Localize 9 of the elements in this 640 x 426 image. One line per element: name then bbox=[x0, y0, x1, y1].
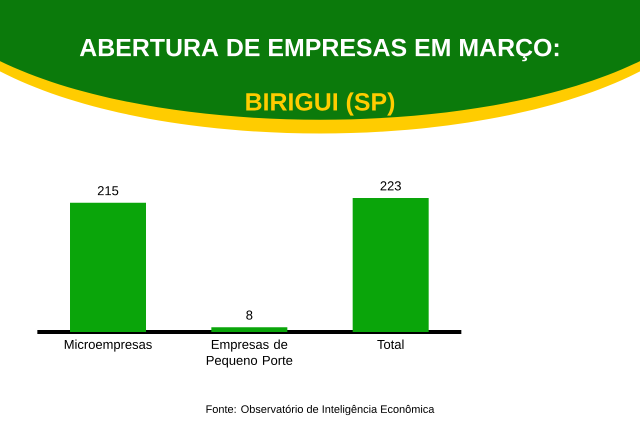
data-label: 223 bbox=[380, 181, 401, 190]
chart-title: ABERTURA DE EMPRESAS EM MARÇO: bbox=[80, 38, 558, 62]
source-note: Fonte: Observatório de Inteligência Econômica bbox=[206, 404, 434, 416]
data-label: 215 bbox=[98, 186, 118, 196]
x-tick-label: Total bbox=[377, 340, 404, 350]
chart-subtitle: BIRIGUI (SP) bbox=[246, 92, 394, 116]
data-label: 8 bbox=[246, 310, 252, 320]
x-tick-label: Microempresas bbox=[64, 340, 152, 352]
x-tick-label: Empresas de Pequeno Porte bbox=[206, 340, 292, 368]
